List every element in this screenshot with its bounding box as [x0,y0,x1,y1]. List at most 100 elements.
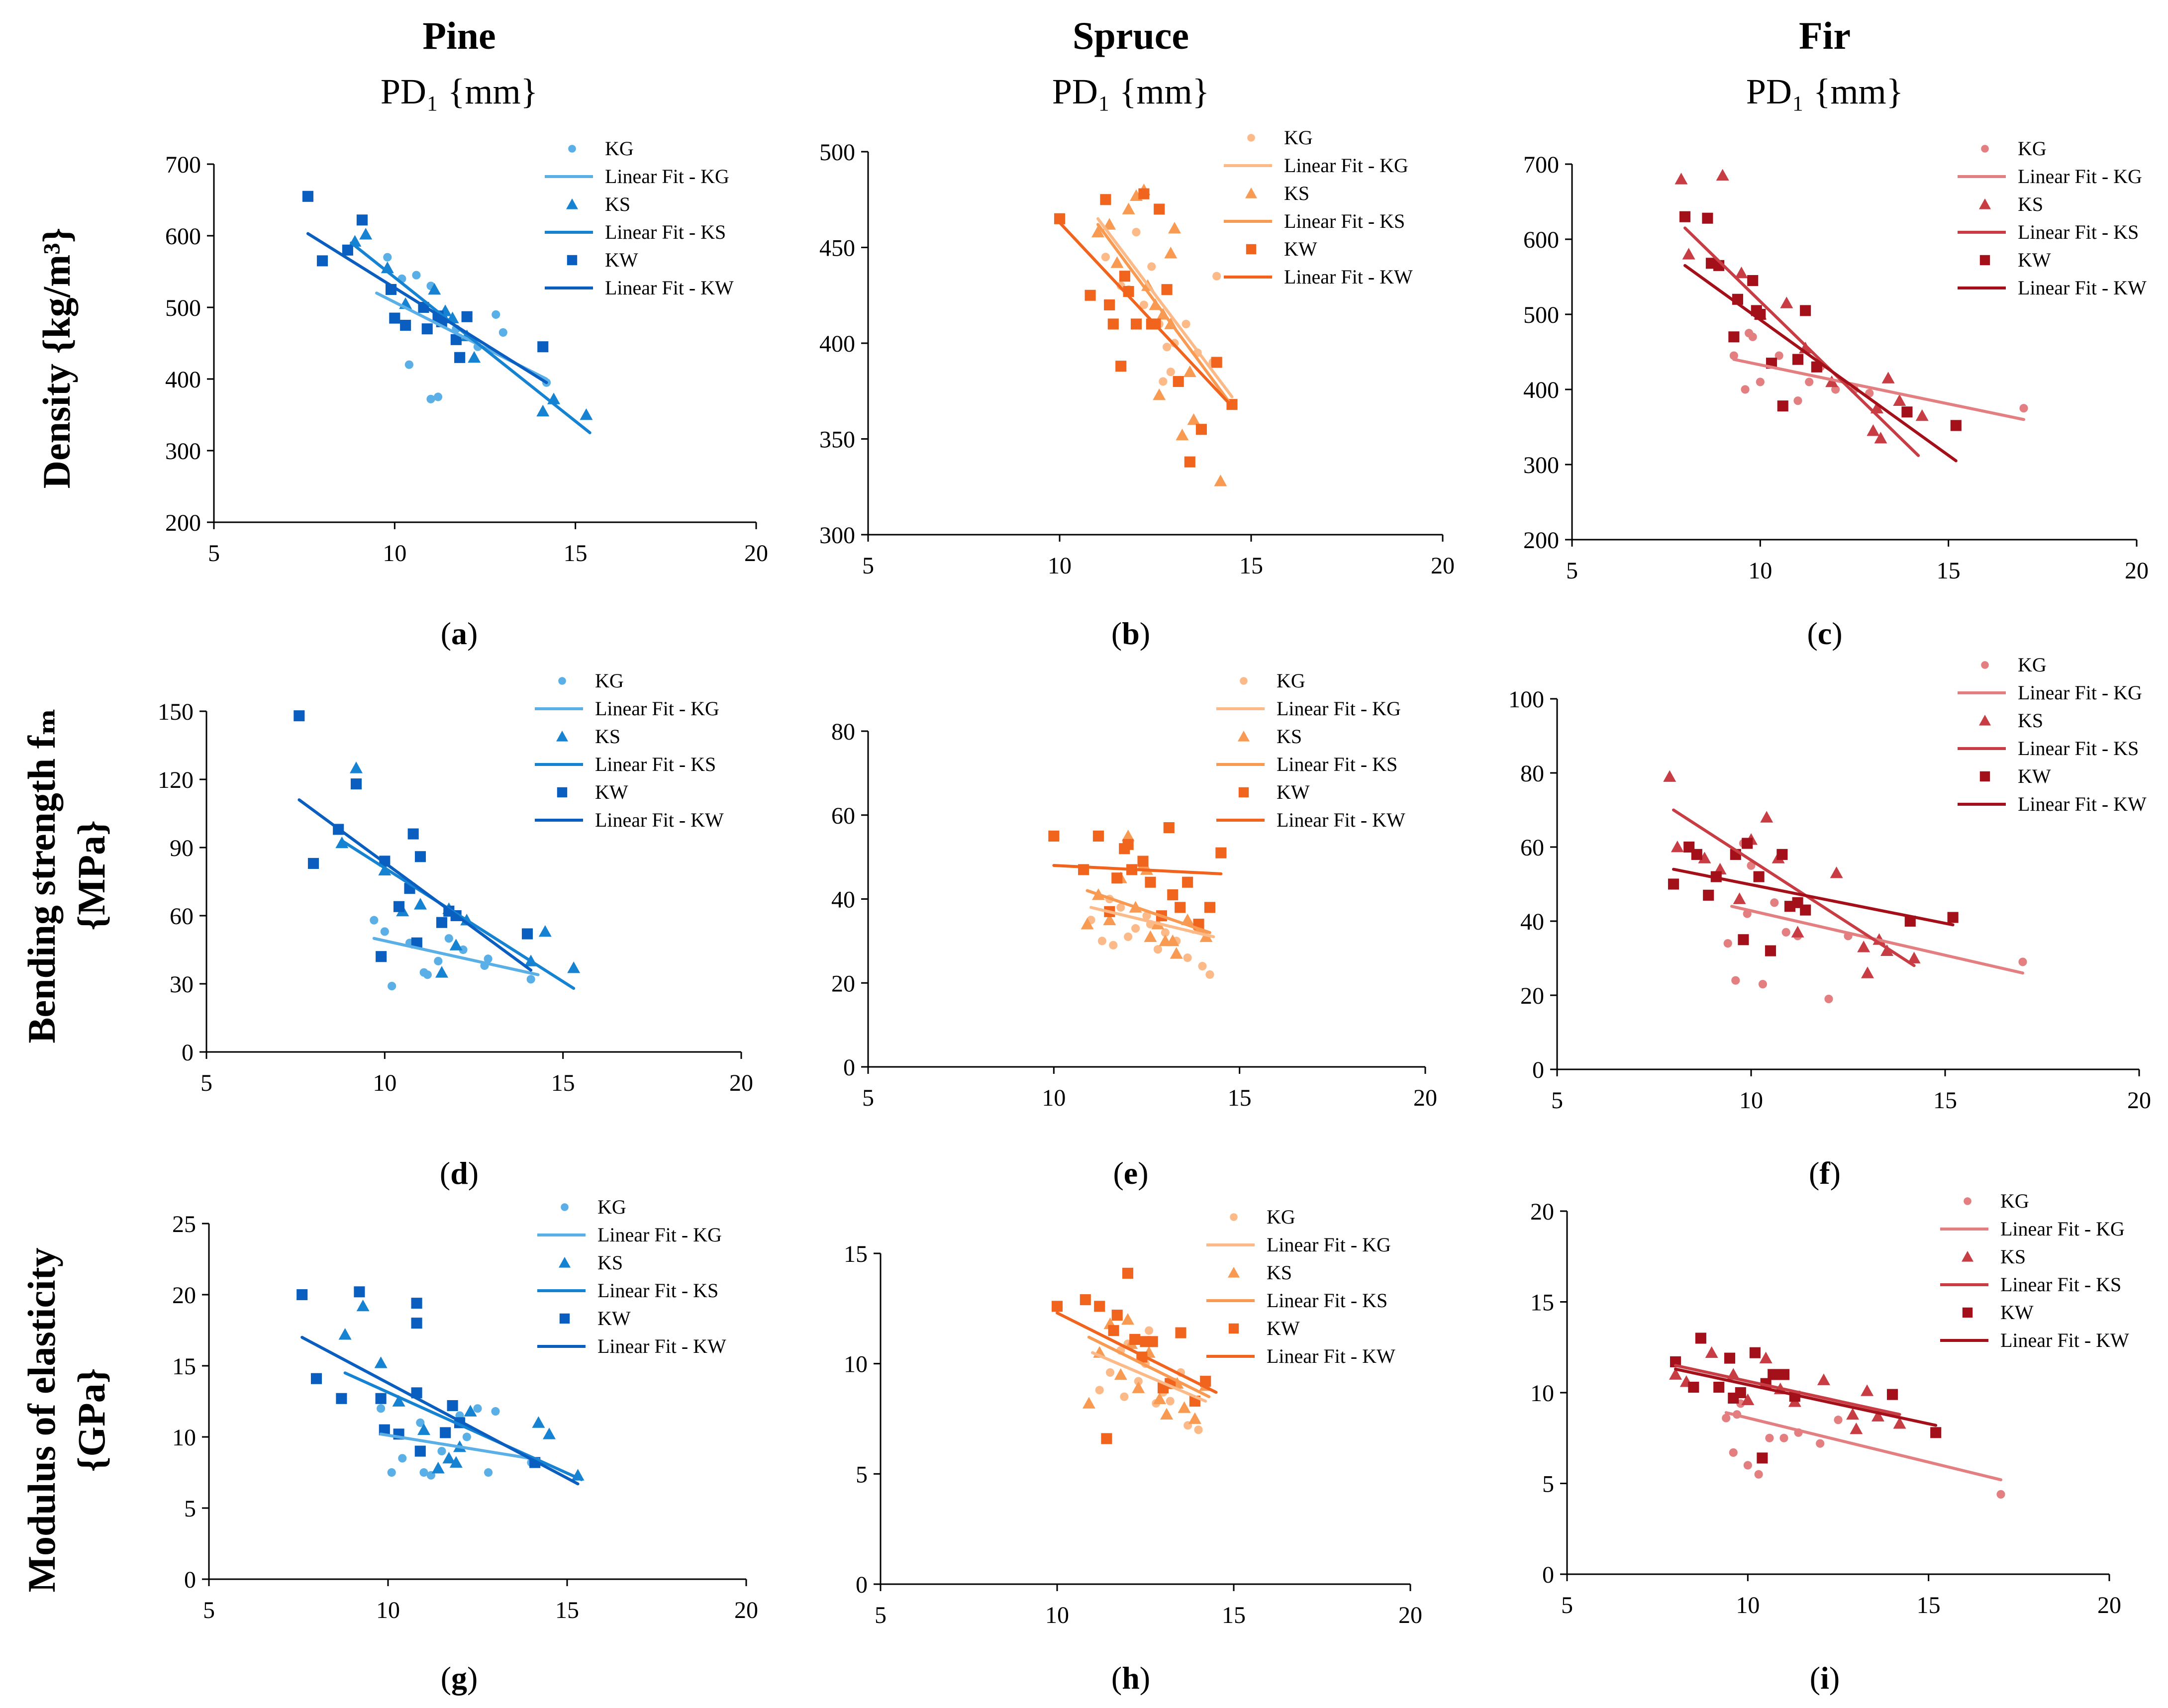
legend-marker-ks [1238,731,1250,742]
legend-label: Linear Fit - KS [595,753,716,775]
point-ks [1825,375,1839,387]
legend-label: Linear Fit - KG [2018,681,2142,704]
point-kg [1097,937,1106,946]
fit-line-kw [1056,1311,1218,1394]
point-kw [1107,318,1119,330]
legend: KG Linear Fit - KG KS Linear Fit - KS KW Line… [545,137,734,299]
point-kw [521,928,533,940]
point-kg [2018,957,2027,966]
point-ks [431,1461,445,1474]
point-ks [1091,225,1104,238]
point-kg [1105,1368,1115,1377]
legend-label: KG [597,1196,626,1218]
point-kg [423,970,432,979]
x-tick-label: 5 [208,540,220,567]
legend-label: Linear Fit - KG [1277,697,1401,720]
column-title-pine: Pine [422,14,495,57]
point-ks [1663,770,1676,782]
point-ks [435,966,448,978]
point-kg [1781,928,1790,937]
point-ks [1705,1346,1718,1358]
y-tick-label: 600 [165,223,201,250]
point-ks [1103,218,1116,230]
panel-c: 5 10 15 20 200 300 400 500 600 700 KG Linear Fit - … [1523,137,2149,651]
row-label-bending-line1: Bending strength fₘ [20,707,63,1043]
point-kw [411,1318,422,1329]
point-kg [1132,228,1141,237]
y-tick-label: 5 [856,1461,868,1488]
point-kw [354,1286,365,1298]
point-kg [383,253,392,262]
x-tick-label: 5 [862,553,874,579]
point-ks [1675,173,1688,185]
point-ks [580,408,593,420]
y-tick-label: 0 [1542,1562,1554,1588]
y-tick-label: 40 [1520,909,1544,935]
x-tick-label: 5 [1561,1592,1573,1618]
legend-label: KW [2000,1301,2034,1324]
legend-marker-kw [559,1313,570,1324]
point-kw [1147,1336,1158,1347]
point-kg [498,328,507,337]
point-ks [1760,811,1774,823]
point-kg [1756,378,1765,386]
x-tick-label: 20 [729,1070,753,1096]
y-tick-label: 350 [819,427,855,453]
legend-label: Linear Fit - KW [597,1335,726,1357]
x-tick-label: 10 [376,1597,400,1623]
point-ks [1121,1313,1134,1325]
point-kg [1765,1433,1774,1442]
x-tick-label: 20 [1413,1085,1437,1111]
x-tick-label: 5 [1566,558,1578,584]
column-unit-spruce: PD₁ {mm} [1052,72,1209,111]
y-tick-label: 0 [182,1040,194,1066]
point-ks [1907,951,1921,963]
point-kw [1080,1294,1091,1306]
point-kw [1792,354,1804,365]
y-tick-label: 0 [843,1054,855,1081]
column-title-spruce: Spruce [1073,14,1189,57]
legend-marker-kg [1240,677,1248,685]
point-kw [1777,400,1788,412]
point-kw [393,901,405,912]
x-tick-label: 15 [1228,1085,1252,1111]
point-ks [1153,388,1166,400]
legend-label: KW [597,1307,631,1329]
point-kg [1743,1461,1752,1470]
y-tick-label: 150 [158,699,194,725]
point-ks [350,761,363,773]
point-ks [374,1356,388,1368]
point-kw [1051,1301,1063,1312]
point-kw [1753,871,1765,882]
x-tick-label: 20 [1431,553,1455,579]
legend-label: Linear Fit - KG [605,165,729,188]
point-ks [1168,222,1181,234]
point-kw [1776,849,1788,860]
x-tick-label: 15 [555,1597,579,1623]
point-kw [1084,289,1096,301]
legend-label: Linear Fit - KG [2018,165,2142,188]
y-tick-label: 90 [170,835,194,861]
legend-label: Linear Fit - KS [1267,1289,1387,1312]
point-kw [1886,1389,1898,1400]
point-kg [426,394,435,403]
point-kg [1183,953,1192,962]
x-tick-label: 15 [1222,1602,1246,1628]
point-kw [1705,258,1717,269]
subfigure-label: (d) [440,1155,479,1191]
point-kg [1741,385,1750,394]
legend: KG Linear Fit - KG KS Linear Fit - KS KW Line… [1216,669,1405,831]
point-kw [1111,1310,1123,1321]
point-kw [1947,912,1959,923]
point-ks [1881,372,1895,383]
legend-label: KS [595,725,620,748]
point-kw [1175,902,1186,913]
y-tick-label: 450 [819,235,855,262]
subfigure-label: (i) [1810,1660,1840,1696]
legend-marker-kw [567,255,578,266]
fit-line-ks [1672,808,1916,967]
point-ks [442,1451,456,1464]
point-kg [1166,368,1175,377]
